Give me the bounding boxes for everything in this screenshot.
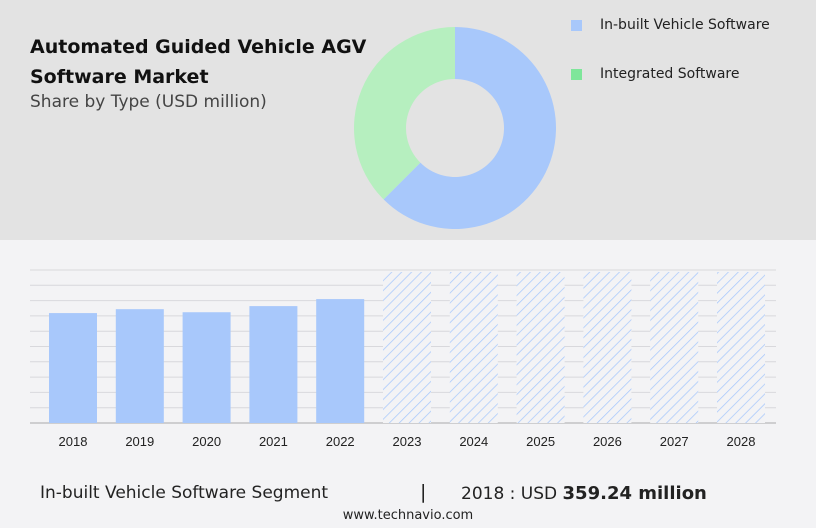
footer-value: 2018 : USD 359.24 million [461,483,707,504]
footer-amount: 359.24 million [562,483,707,504]
footer-separator: | [420,481,427,503]
bar-forecast-2027 [650,272,699,423]
x-tick-label: 2022 [326,434,355,449]
website-link[interactable]: www.technavio.com [342,508,474,523]
donut-slice-2 [353,27,455,200]
footer-year: 2018 : USD [461,484,558,504]
legend-swatch [571,68,582,80]
bar-2018 [49,313,97,423]
x-tick-label: 2026 [593,434,622,449]
x-tick-label: 2023 [393,434,422,449]
bar-2020 [182,312,231,423]
bar-2022 [316,299,365,423]
donut-chart [353,27,556,229]
bar-forecast-2026 [583,272,632,423]
bar-forecast-2028 [717,272,765,423]
legend-label: In-built Vehicle Software [600,17,770,33]
chart-title: Automated Guided Vehicle AGV Software Ma… [30,36,367,88]
x-tick-label: 2025 [526,434,555,449]
x-tick-label: 2018 [59,434,88,449]
donut-slice-1 [383,27,556,229]
footer-segment: In-built Vehicle Software Segment [40,483,329,503]
bar-forecast-2023 [383,272,431,423]
bar-2019 [115,309,164,423]
bar-chart: 2018 2019 2020 2021 2022 2023 2024 2025 2026 2027… [30,269,776,449]
x-tick-label: 2020 [192,434,221,449]
legend-label: Integrated Software [600,66,740,82]
x-tick-label: 2021 [259,434,288,449]
legend-item-integrated: Integrated Software [571,66,739,82]
x-tick-label: 2027 [660,434,689,449]
x-tick-label: 2028 [727,434,756,449]
bar-2021 [249,306,298,423]
bar-forecast-2024 [449,272,498,423]
legend-item-inbuilt: In-built Vehicle Software [571,17,770,33]
bar-forecast-2025 [516,272,565,423]
legend-swatch [571,19,582,31]
x-tick-label: 2024 [459,434,488,449]
chart-subtitle: Share by Type (USD million) [30,92,267,112]
x-tick-label: 2019 [125,434,154,449]
